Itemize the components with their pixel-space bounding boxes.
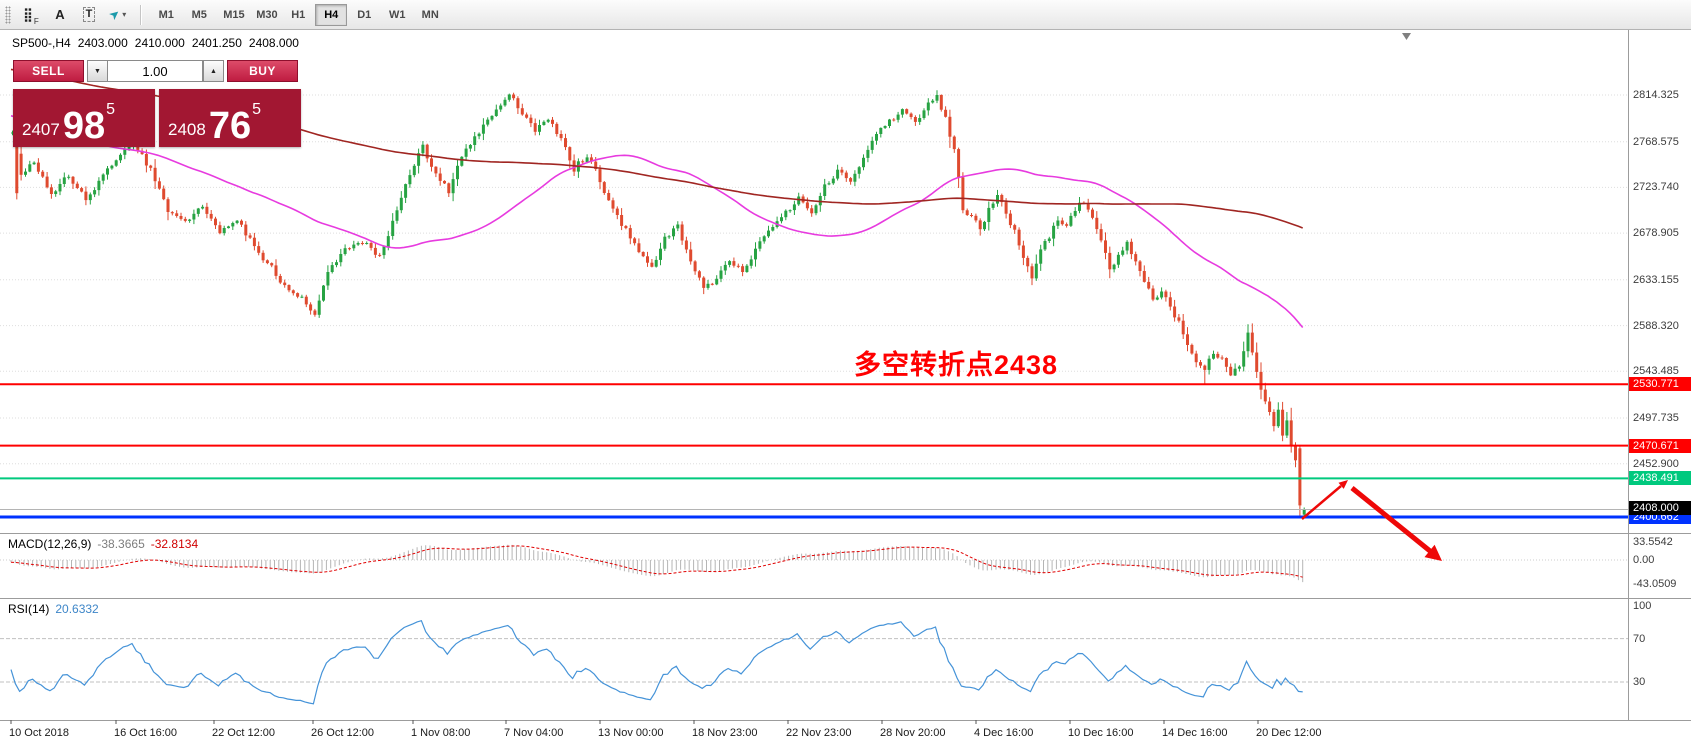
arrows-shapes-icon: ➤ [107, 7, 123, 23]
text-label-icon: A [55, 7, 65, 22]
symbol-timeframe-label: SP500-,H4 [12, 36, 71, 50]
time-scale[interactable] [0, 720, 1691, 748]
close-value: 2408.000 [248, 36, 299, 50]
macd-main-value: -38.3665 [97, 537, 145, 551]
buy-price-display[interactable]: 2408 76 5 [159, 89, 301, 147]
timeframes-group: M1 M5 M15 M30 H1 H4 D1 W1 MN [150, 3, 447, 26]
sell-price-display[interactable]: 2407 98 5 [13, 89, 155, 147]
toolbar: ⣿ F A T ➤ ▾ M1 M5 M15 M30 H1 H4 D1 W1 MN [0, 0, 1691, 30]
sell-price-prefix: 2407 [22, 120, 60, 139]
buy-price-pip-digit: 5 [252, 101, 262, 118]
volume-decrease-button[interactable]: ▼ [87, 60, 108, 82]
buy-button[interactable]: BUY [227, 60, 298, 82]
high-value: 2410.000 [134, 36, 185, 50]
dropdown-arrow-icon: ▾ [122, 10, 127, 19]
timeframe-m5-button[interactable]: M5 [183, 4, 215, 26]
one-click-trading-panel: SELL ▼ ▲ BUY 2407 98 5 2408 76 5 [13, 60, 301, 147]
buy-price-big-digits: 76 [208, 104, 252, 147]
volume-increase-button[interactable]: ▲ [203, 60, 224, 82]
text-box-icon: T [82, 7, 96, 22]
timeframe-w1-button[interactable]: W1 [381, 4, 413, 26]
sell-price-big-digits: 98 [62, 104, 106, 147]
timeframe-d1-button[interactable]: D1 [348, 4, 380, 26]
rsi-indicator-label: RSI(14) 20.6332 [8, 602, 105, 616]
toolbar-separator [140, 4, 142, 25]
timeframe-m15-button[interactable]: M15 [216, 4, 248, 26]
chart-ohlc-header: SP500-,H4 2403.000 2410.000 2401.250 2408.00… [12, 36, 306, 50]
toolbar-drag-handle[interactable] [5, 5, 11, 24]
chart-window: 2814.325 2768.575 2723.740 2678.905 2633.155… [0, 30, 1691, 748]
timeframe-h4-button[interactable]: H4 [315, 3, 348, 26]
arrows-shapes-tool-button[interactable]: ➤ ▾ [105, 3, 131, 27]
price-scale[interactable] [1629, 30, 1691, 720]
indicator-grid-icon: ⣿ [23, 6, 33, 22]
macd-indicator-label: MACD(12,26,9) -38.3665 -32.8134 [8, 537, 204, 551]
low-value: 2401.250 [191, 36, 242, 50]
rsi-value: 20.6332 [55, 602, 99, 616]
indicator-grid-sub-label: F [33, 16, 39, 26]
buy-price-prefix: 2408 [168, 120, 206, 139]
sell-price-pip-digit: 5 [106, 101, 116, 118]
macd-signal-value: -32.8134 [150, 537, 199, 551]
sell-button[interactable]: SELL [13, 60, 84, 82]
rsi-name: RSI(14) [8, 602, 50, 616]
open-value: 2403.000 [77, 36, 128, 50]
indicator-grid-tool-button[interactable]: ⣿ F [18, 3, 44, 27]
drawing-tools-group: ⣿ F A T ➤ ▾ [18, 3, 134, 27]
volume-input[interactable] [108, 60, 203, 82]
annotation-turning-point-text[interactable]: 多空转折点2438 [854, 350, 1059, 380]
timeframe-h1-button[interactable]: H1 [282, 4, 314, 26]
text-label-tool-button[interactable]: A [47, 3, 73, 27]
timeframe-m1-button[interactable]: M1 [150, 4, 182, 26]
timeframe-m30-button[interactable]: M30 [249, 4, 281, 26]
text-box-tool-button[interactable]: T [76, 3, 102, 27]
timeframe-mn-button[interactable]: MN [414, 4, 446, 26]
macd-name: MACD(12,26,9) [8, 537, 92, 551]
